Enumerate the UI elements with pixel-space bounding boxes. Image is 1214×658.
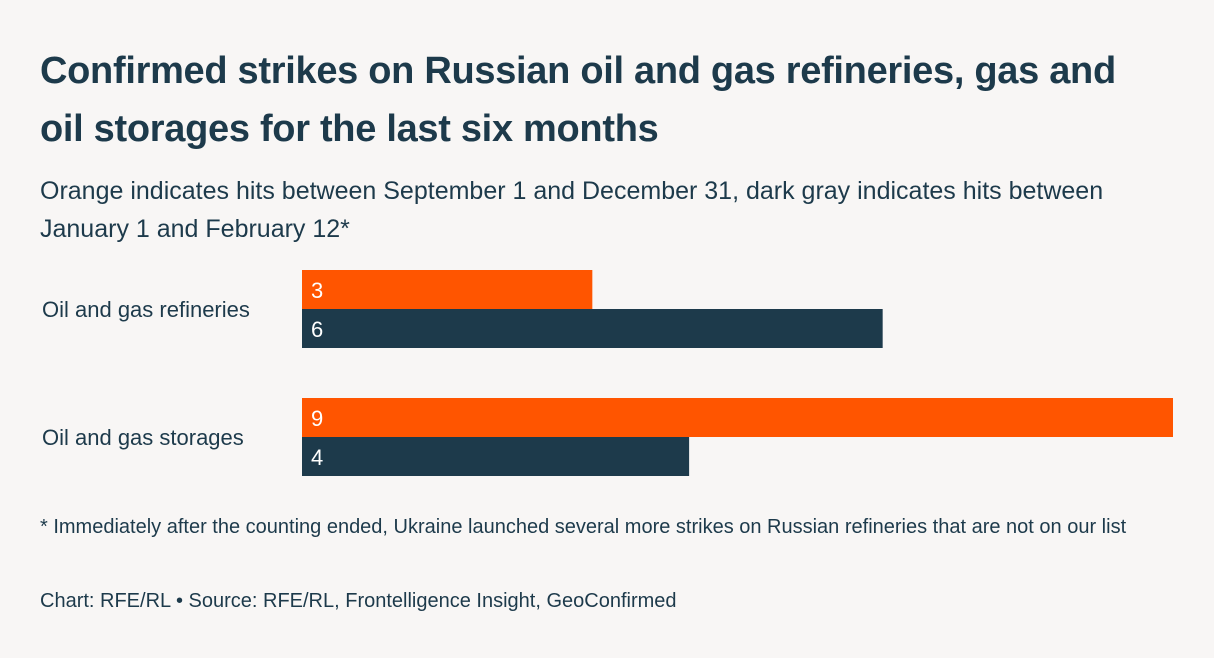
bar-value-label: 4	[311, 445, 323, 470]
footnote: * Immediately after the counting ended, …	[40, 516, 1127, 538]
chart-subtitle: Orange indicates hits between September …	[40, 177, 1104, 243]
bar	[302, 270, 593, 309]
bar-value-label: 3	[311, 278, 323, 303]
bar	[302, 437, 690, 476]
chart-title: Confirmed strikes on Russian oil and gas…	[40, 50, 1116, 150]
bar-value-label: 9	[311, 406, 323, 431]
bar	[302, 398, 1173, 437]
source-credit: Chart: RFE/RL • Source: RFE/RL, Frontell…	[40, 590, 677, 612]
bar	[302, 309, 883, 348]
bar-value-label: 6	[311, 317, 323, 342]
bar-chart: Oil and gas refineries 3 6 Oil and gas stor…	[42, 270, 1173, 476]
category-label: Oil and gas refineries	[42, 297, 250, 322]
category-label: Oil and gas storages	[42, 425, 244, 450]
